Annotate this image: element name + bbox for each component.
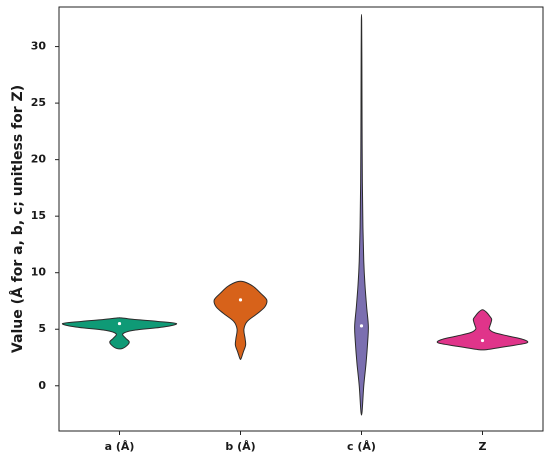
median-point	[117, 321, 122, 326]
x-tick-label: a (Å)	[105, 440, 135, 453]
x-tick-label: c (Å)	[347, 440, 376, 453]
median-point	[359, 324, 364, 328]
y-tick-label: 20	[31, 153, 47, 166]
x-tick-label: b (Å)	[225, 440, 255, 453]
y-tick-label: 5	[38, 322, 46, 335]
violin-1	[61, 317, 178, 350]
y-axis-title: Value (Å for a, b, c; unitless for Z)	[9, 85, 26, 353]
median-point	[480, 338, 485, 343]
y-tick-label: 25	[31, 96, 46, 109]
y-tick-label: 30	[31, 40, 47, 53]
violin-3	[354, 13, 369, 416]
violin-2	[213, 280, 268, 360]
y-tick-label: 15	[31, 209, 46, 222]
median-point	[238, 298, 243, 302]
violin-4	[436, 309, 529, 351]
plot-area	[61, 13, 529, 416]
x-tick-label: Z	[479, 440, 487, 453]
plot-frame	[58, 6, 544, 432]
y-tick-label: 0	[38, 379, 46, 392]
y-tick-label: 10	[31, 266, 47, 279]
